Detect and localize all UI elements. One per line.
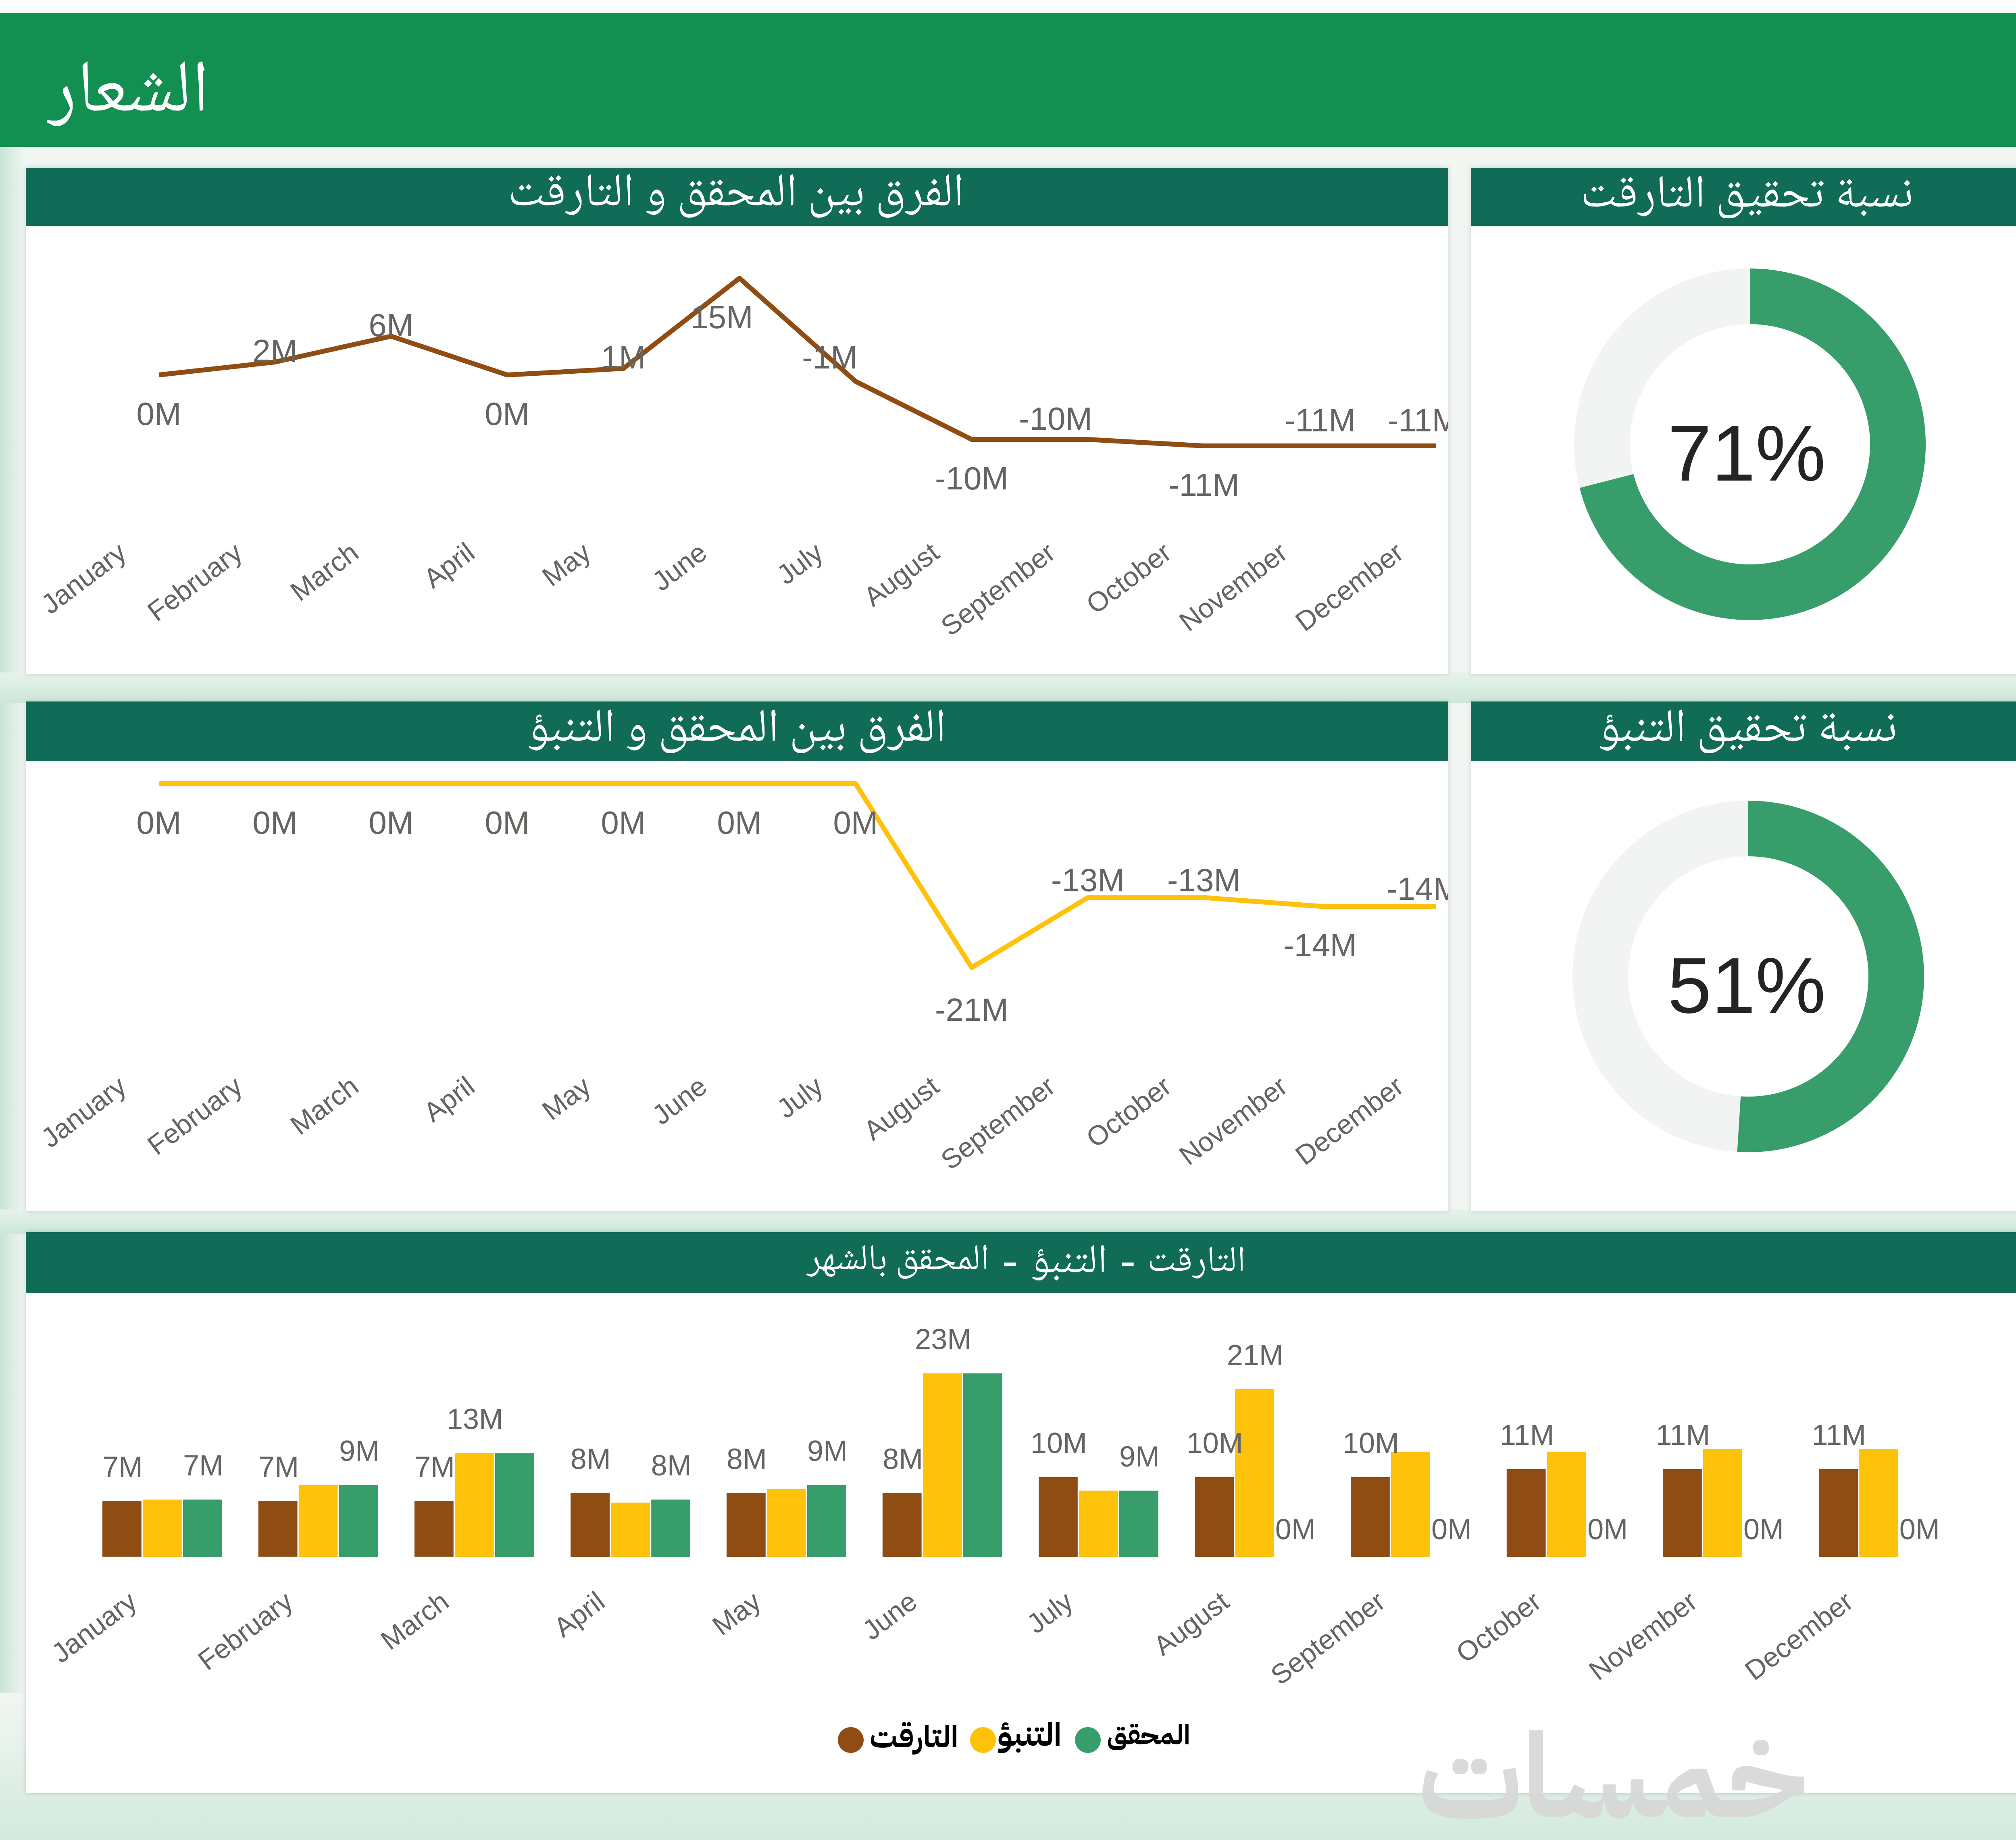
svg-text:15M: 15M (689, 299, 752, 335)
svg-text:September: September (935, 537, 1060, 642)
svg-text:0M: 0M (1275, 1513, 1315, 1546)
svg-text:0M: 0M (1431, 1513, 1471, 1546)
svg-text:-10M: -10M (1018, 401, 1091, 437)
svg-text:January: January (45, 1586, 142, 1669)
svg-text:7M: 7M (414, 1451, 454, 1483)
svg-text:0M: 0M (484, 805, 529, 841)
svg-text:-14M: -14M (1283, 927, 1356, 963)
svg-text:May: May (536, 1070, 596, 1126)
svg-text:0M: 0M (600, 805, 645, 841)
svg-text:-13M: -13M (1050, 862, 1124, 898)
svg-text:September: September (1264, 1586, 1390, 1691)
svg-text:June: June (646, 537, 712, 597)
svg-text:-11M: -11M (1284, 402, 1355, 438)
svg-text:April: April (548, 1586, 610, 1643)
svg-text:10M: 10M (1030, 1427, 1086, 1459)
svg-text:-13M: -13M (1166, 862, 1240, 898)
svg-text:0M: 0M (1587, 1513, 1627, 1546)
svg-text:October: October (1450, 1586, 1546, 1669)
svg-text:11M: 11M (1655, 1419, 1710, 1451)
svg-text:December: December (1289, 1070, 1408, 1171)
svg-text:June: June (646, 1070, 712, 1130)
svg-text:6M: 6M (368, 307, 412, 343)
svg-text:9M: 9M (1118, 1441, 1159, 1473)
svg-text:April: April (417, 1070, 479, 1128)
svg-text:9M: 9M (806, 1435, 847, 1467)
svg-text:January: January (35, 537, 131, 620)
svg-text:November: November (1173, 537, 1292, 637)
svg-text:October: October (1080, 537, 1176, 620)
svg-text:December: December (1289, 537, 1408, 637)
svg-text:December: December (1739, 1586, 1858, 1686)
svg-text:7M: 7M (102, 1451, 142, 1483)
svg-text:7M: 7M (258, 1451, 298, 1483)
svg-text:January: January (35, 1070, 131, 1153)
svg-text:-11M: -11M (1387, 402, 1447, 438)
svg-text:August: August (1147, 1586, 1234, 1661)
svg-text:-1M: -1M (801, 339, 857, 375)
svg-text:0M: 0M (135, 805, 180, 841)
svg-text:10M: 10M (1342, 1427, 1398, 1459)
svg-text:8M: 8M (650, 1450, 691, 1482)
svg-text:November: November (1173, 1070, 1292, 1171)
svg-text:May: May (536, 537, 596, 592)
svg-text:October: October (1080, 1070, 1176, 1153)
svg-text:0M: 0M (135, 396, 180, 432)
svg-text:0M: 0M (1899, 1513, 1939, 1546)
svg-text:March: March (284, 537, 363, 607)
svg-text:July: July (771, 537, 828, 590)
svg-text:February: February (192, 1586, 298, 1676)
svg-text:21M: 21M (1226, 1339, 1283, 1372)
svg-text:0M: 0M (716, 805, 761, 841)
svg-text:10M: 10M (1186, 1427, 1242, 1459)
svg-text:0M: 0M (368, 805, 412, 841)
svg-text:13M: 13M (446, 1403, 502, 1435)
svg-text:February: February (141, 537, 247, 627)
svg-text:0M: 0M (484, 396, 529, 432)
svg-text:April: April (417, 537, 479, 594)
svg-text:11M: 11M (1499, 1419, 1554, 1451)
svg-text:11M: 11M (1811, 1419, 1865, 1451)
svg-text:July: July (771, 1070, 828, 1124)
svg-text:8M: 8M (570, 1443, 610, 1476)
svg-text:2M: 2M (252, 333, 296, 369)
svg-text:May: May (706, 1586, 766, 1641)
svg-text:November: November (1583, 1586, 1702, 1686)
svg-text:March: March (284, 1070, 363, 1141)
svg-text:9M: 9M (338, 1435, 379, 1467)
svg-text:-14M: -14M (1386, 871, 1447, 907)
svg-text:-11M: -11M (1168, 467, 1239, 503)
svg-text:0M: 0M (252, 805, 296, 841)
svg-text:July: July (1020, 1586, 1078, 1639)
svg-text:February: February (141, 1070, 247, 1161)
svg-text:1M: 1M (600, 339, 645, 375)
svg-text:7M: 7M (182, 1450, 223, 1482)
svg-text:-10M: -10M (934, 460, 1008, 496)
svg-text:8M: 8M (882, 1443, 922, 1476)
svg-text:0M: 0M (1743, 1513, 1783, 1546)
svg-text:23M: 23M (914, 1323, 971, 1355)
svg-text:June: June (856, 1586, 922, 1646)
svg-text:March: March (374, 1586, 454, 1656)
svg-text:-21M: -21M (934, 992, 1008, 1028)
svg-text:August: August (857, 1070, 944, 1146)
svg-text:August: August (857, 537, 944, 612)
svg-text:September: September (935, 1070, 1060, 1176)
svg-text:8M: 8M (726, 1443, 766, 1476)
svg-text:0M: 0M (832, 805, 877, 841)
